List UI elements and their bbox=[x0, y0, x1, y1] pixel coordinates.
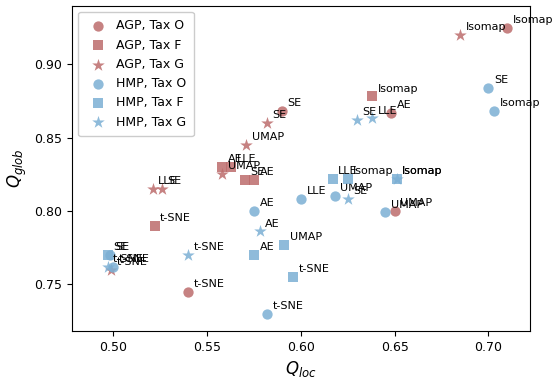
HMP, Tax O bbox=[484, 85, 493, 91]
HMP, Tax O bbox=[263, 310, 272, 316]
HMP, Tax F bbox=[328, 176, 337, 182]
AGP, Tax G bbox=[263, 120, 272, 126]
Text: AE: AE bbox=[259, 198, 274, 208]
AGP, Tax G bbox=[218, 171, 227, 177]
HMP, Tax G bbox=[255, 228, 264, 234]
Text: LLE: LLE bbox=[377, 106, 397, 116]
Text: t-SNE: t-SNE bbox=[113, 254, 144, 264]
AGP, Tax O bbox=[184, 288, 193, 295]
Text: UMAP: UMAP bbox=[290, 232, 321, 242]
Text: SE: SE bbox=[115, 242, 129, 252]
HMP, Tax G bbox=[368, 116, 377, 122]
Text: SE: SE bbox=[353, 186, 367, 196]
AGP, Tax F bbox=[250, 177, 259, 183]
HMP, Tax F bbox=[392, 176, 401, 182]
HMP, Tax F bbox=[250, 252, 259, 258]
AGP, Tax G bbox=[148, 186, 157, 192]
Text: AE: AE bbox=[228, 154, 242, 164]
Text: t-SNE: t-SNE bbox=[299, 264, 330, 274]
Text: t-SNE: t-SNE bbox=[273, 301, 304, 311]
Text: Isomap: Isomap bbox=[402, 166, 442, 176]
HMP, Tax O bbox=[296, 196, 305, 202]
Text: t-SNE: t-SNE bbox=[194, 242, 225, 252]
AGP, Tax O bbox=[386, 110, 395, 116]
AGP, Tax O bbox=[278, 108, 287, 114]
AGP, Tax O bbox=[503, 25, 512, 31]
Text: Isomap: Isomap bbox=[500, 99, 540, 109]
HMP, Tax O bbox=[250, 208, 259, 214]
Text: AE: AE bbox=[396, 100, 411, 110]
HMP, Tax O bbox=[105, 252, 114, 258]
Text: Isomap: Isomap bbox=[377, 84, 418, 94]
AGP, Tax G bbox=[107, 266, 116, 273]
Text: AE: AE bbox=[265, 219, 280, 229]
Text: SE: SE bbox=[363, 107, 377, 117]
Text: UMAP: UMAP bbox=[252, 132, 284, 142]
Text: LLE: LLE bbox=[306, 186, 326, 196]
HMP, Tax G bbox=[392, 176, 401, 182]
HMP, Tax G bbox=[184, 252, 193, 258]
Text: Isomap: Isomap bbox=[353, 166, 394, 176]
HMP, Tax O bbox=[489, 108, 498, 114]
AGP, Tax G bbox=[157, 186, 166, 192]
Y-axis label: $Q_{glob}$: $Q_{glob}$ bbox=[6, 149, 29, 188]
Text: SE: SE bbox=[288, 99, 302, 109]
Text: UMAP: UMAP bbox=[391, 199, 423, 209]
AGP, Tax F bbox=[218, 164, 227, 170]
AGP, Tax F bbox=[150, 223, 159, 229]
HMP, Tax O bbox=[381, 209, 390, 216]
Text: SE: SE bbox=[113, 242, 127, 252]
HMP, Tax O bbox=[330, 193, 339, 199]
Text: AE: AE bbox=[259, 242, 274, 252]
Legend: AGP, Tax O, AGP, Tax F, AGP, Tax G, HMP, Tax O, HMP, Tax F, HMP, Tax G: AGP, Tax O, AGP, Tax F, AGP, Tax G, HMP,… bbox=[78, 12, 194, 136]
Text: LLE: LLE bbox=[338, 166, 358, 176]
AGP, Tax G bbox=[456, 32, 465, 38]
HMP, Tax F bbox=[343, 176, 352, 182]
Text: SE: SE bbox=[273, 110, 287, 120]
Text: LLE: LLE bbox=[237, 154, 256, 164]
Text: t-SNE: t-SNE bbox=[194, 279, 225, 289]
Text: UMAP: UMAP bbox=[340, 183, 372, 193]
Text: UMAP: UMAP bbox=[400, 198, 432, 208]
AGP, Tax O bbox=[390, 208, 399, 214]
AGP, Tax G bbox=[242, 142, 251, 148]
Text: SE: SE bbox=[167, 176, 182, 186]
X-axis label: $Q_{loc}$: $Q_{loc}$ bbox=[285, 360, 317, 380]
Text: Isomap: Isomap bbox=[466, 22, 506, 32]
Text: SE: SE bbox=[250, 167, 264, 177]
Text: Isomap: Isomap bbox=[513, 15, 553, 25]
AGP, Tax F bbox=[240, 177, 249, 183]
HMP, Tax G bbox=[103, 264, 112, 270]
HMP, Tax F bbox=[279, 241, 288, 248]
Text: AE: AE bbox=[259, 167, 274, 177]
AGP, Tax F bbox=[227, 164, 236, 170]
HMP, Tax G bbox=[353, 117, 362, 123]
AGP, Tax F bbox=[368, 94, 377, 100]
Text: Isomap: Isomap bbox=[402, 166, 442, 176]
Text: t-SNE: t-SNE bbox=[160, 213, 191, 223]
HMP, Tax O bbox=[109, 264, 118, 270]
HMP, Tax G bbox=[343, 196, 352, 202]
Text: t-SNE: t-SNE bbox=[119, 254, 150, 264]
HMP, Tax F bbox=[103, 252, 112, 258]
Text: SE: SE bbox=[494, 75, 508, 85]
Text: LLE: LLE bbox=[158, 176, 178, 186]
Text: UMAP: UMAP bbox=[228, 161, 260, 171]
Text: t-SNE: t-SNE bbox=[117, 257, 148, 267]
HMP, Tax F bbox=[289, 274, 298, 280]
